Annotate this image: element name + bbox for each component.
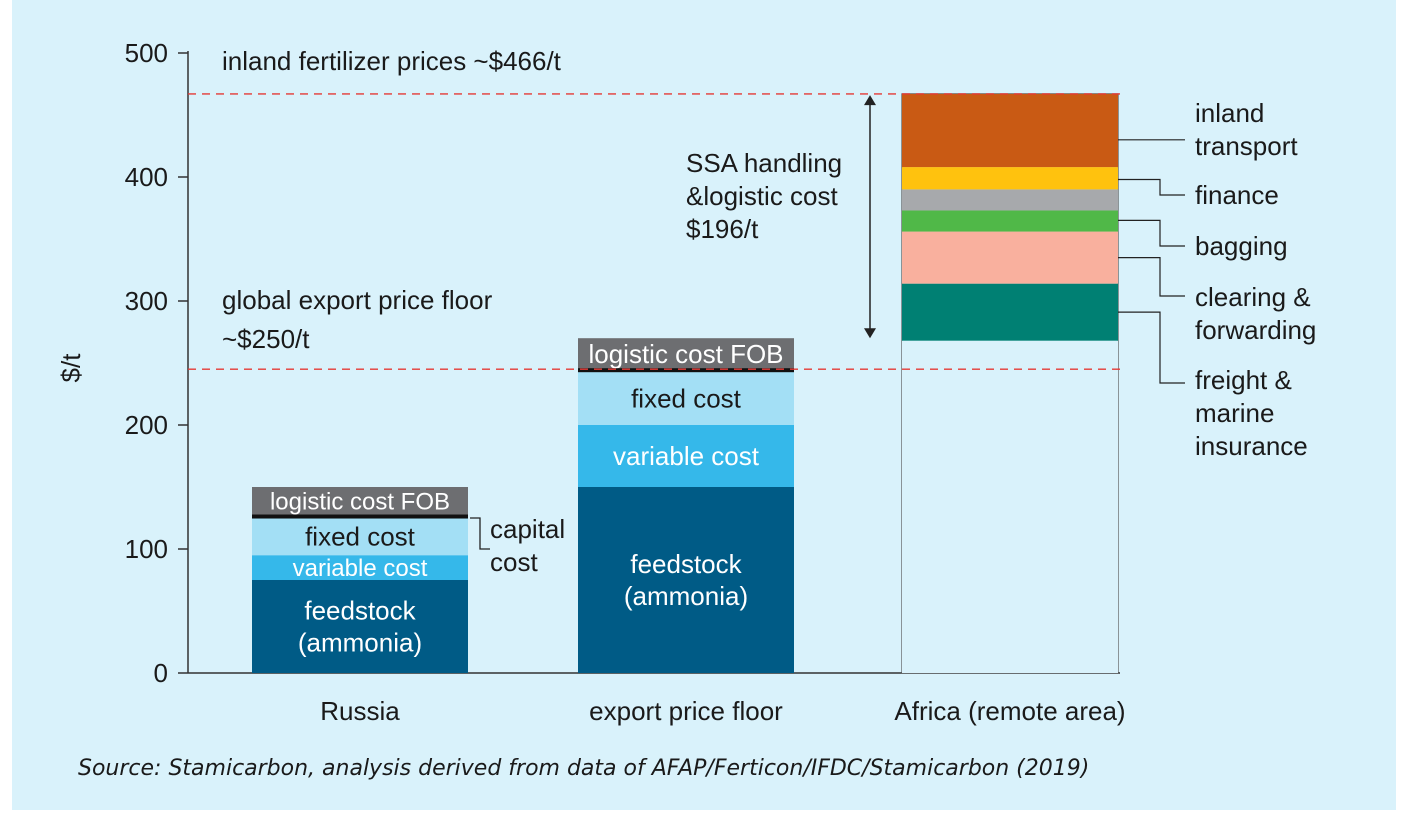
x-category-label: Russia bbox=[320, 696, 400, 726]
segment-label: feedstock bbox=[304, 596, 416, 626]
bar-segment bbox=[578, 425, 794, 487]
x-category-label: Africa (remote area) bbox=[894, 696, 1125, 726]
stacked-bar-chart: 0100200300400500$/tfeedstock(ammonia)var… bbox=[56, 38, 1316, 726]
capital-cost-label: capital bbox=[490, 514, 565, 544]
segment-label: fixed cost bbox=[631, 383, 742, 413]
handling-arrow-head-up bbox=[864, 95, 876, 106]
x-category-label: export price floor bbox=[589, 696, 783, 726]
capital-cost-bracket bbox=[470, 517, 490, 550]
legend-label: freight & bbox=[1195, 365, 1292, 395]
y-tick-label: 400 bbox=[125, 162, 168, 192]
legend-label: clearing & bbox=[1195, 282, 1311, 312]
segment-label: logistic cost FOB bbox=[270, 489, 450, 516]
bar-segment bbox=[902, 93, 1118, 168]
chart-panel: 0 100 200 300 400 500 $/t feedstock (ammonia) var… bbox=[12, 0, 1396, 810]
bar-segment bbox=[902, 283, 1118, 341]
bar-segment bbox=[578, 487, 794, 673]
reference-label-global-floor-value: ~$250/t bbox=[222, 324, 310, 354]
y-tick-label: 100 bbox=[125, 534, 168, 564]
reference-label-global-floor: global export price floor bbox=[222, 285, 493, 315]
bar-segment bbox=[902, 167, 1118, 190]
segment-label: fixed cost bbox=[305, 522, 416, 552]
bar-segment bbox=[252, 518, 468, 556]
logistic-separator bbox=[252, 514, 468, 519]
legend-label: insurance bbox=[1195, 431, 1308, 461]
reference-label-inland: inland fertilizer prices ~$466/t bbox=[222, 46, 562, 76]
legend-label: bagging bbox=[1195, 231, 1288, 261]
handling-arrow-head-down bbox=[864, 328, 876, 339]
source-note: Source: Stamicarbon, analysis derived fr… bbox=[78, 756, 1090, 781]
legend-leader-line bbox=[1118, 311, 1185, 384]
bar-segment bbox=[252, 555, 468, 580]
y-tick-label: 300 bbox=[125, 286, 168, 316]
segment-label: logistic cost FOB bbox=[588, 339, 783, 369]
legend-label: forwarding bbox=[1195, 315, 1316, 345]
segment-label: (ammonia) bbox=[624, 581, 748, 611]
bar-segment bbox=[902, 340, 1118, 673]
capital-cost-label: cost bbox=[490, 547, 538, 577]
handling-cost-label: SSA handling bbox=[686, 148, 842, 178]
bar-segment bbox=[252, 580, 468, 673]
bar-segment bbox=[902, 231, 1118, 284]
legend-leader-line bbox=[1118, 257, 1185, 297]
bar-segment bbox=[902, 189, 1118, 211]
y-tick-label: 500 bbox=[125, 38, 168, 68]
segment-label: feedstock bbox=[630, 549, 742, 579]
bar-segment bbox=[252, 487, 468, 516]
legend-label: transport bbox=[1195, 131, 1298, 161]
bar-segment bbox=[578, 338, 794, 370]
segment-label: (ammonia) bbox=[298, 628, 422, 658]
legend-leader-line bbox=[1118, 178, 1185, 196]
logistic-separator bbox=[578, 368, 794, 373]
segment-label: variable cost bbox=[293, 555, 428, 582]
segment-label: variable cost bbox=[613, 441, 760, 471]
legend-label: inland bbox=[1195, 98, 1264, 128]
legend-label: marine bbox=[1195, 398, 1274, 428]
legend-label: finance bbox=[1195, 180, 1279, 210]
handling-cost-label: &logistic cost bbox=[686, 181, 838, 211]
bar-segment bbox=[578, 371, 794, 425]
handling-cost-label: $196/t bbox=[686, 214, 759, 244]
y-tick-label: 200 bbox=[125, 410, 168, 440]
y-axis-label: $/t bbox=[56, 353, 86, 383]
legend-leader-line bbox=[1118, 219, 1185, 247]
bar-segment bbox=[902, 210, 1118, 232]
y-tick-label: 0 bbox=[154, 658, 168, 688]
